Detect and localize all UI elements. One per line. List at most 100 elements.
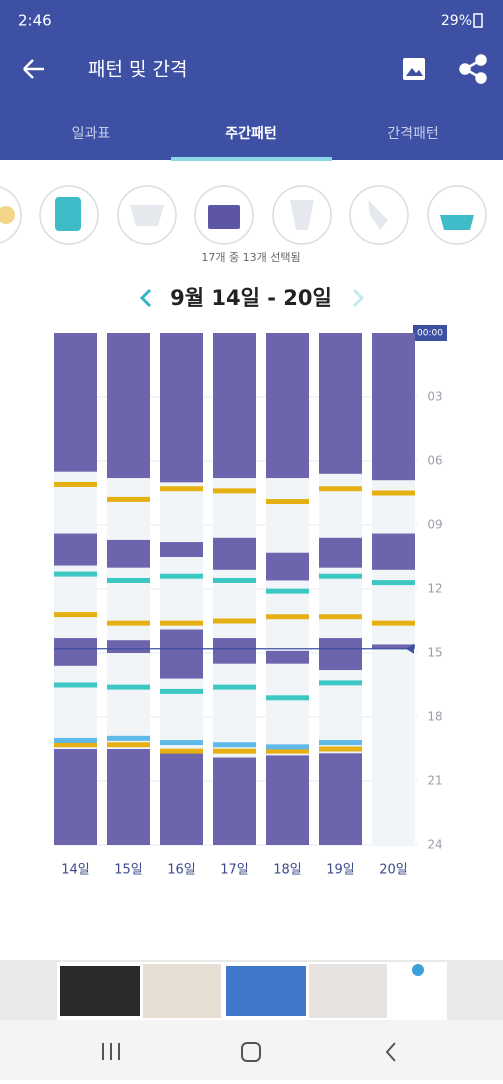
sleep-block [372,533,415,570]
icon-sleep[interactable] [208,205,240,229]
tab[interactable]: 간격패턴 [387,126,439,142]
sleep-block [107,333,150,479]
date-range: 9월 14일 - 20일 [170,286,332,310]
sleep-block [213,537,256,570]
sleep-block [107,749,150,845]
icon-diaper[interactable] [130,205,164,226]
feeding-mark [160,486,203,492]
ad-image [226,966,306,1016]
day-label: 15일 [114,863,143,878]
activity-mark [213,577,256,583]
day-label: 18일 [273,863,302,878]
feeding-mark [160,620,203,626]
y-label: 06 [427,454,442,468]
activity-mark [160,573,203,579]
feeding-mark [107,496,150,502]
icon-pump[interactable] [290,200,314,230]
y-label: 21 [427,774,442,788]
sleep-block [213,638,256,664]
sleep-block [160,753,203,845]
back-button[interactable] [23,59,44,79]
sleep-block [266,552,309,581]
feeding-mark [213,748,256,754]
other-mark [266,744,309,750]
ad-image [309,964,387,1018]
sleep-block [372,644,415,649]
other-mark [160,740,203,746]
nav-recent[interactable] [102,1043,120,1060]
image-button[interactable] [403,58,425,80]
feeding-mark [107,620,150,626]
ad-info[interactable] [412,964,424,976]
day-label: 20일 [379,863,408,878]
battery: 29% [441,13,472,29]
feeding-mark [213,488,256,494]
day-label: 16일 [167,863,196,878]
prev-week[interactable] [139,288,152,308]
feeding-mark [319,486,362,492]
day-label: 17일 [220,863,249,878]
icon-medicine[interactable] [368,200,388,230]
activity-mark [54,682,97,688]
other-mark [54,737,97,743]
y-label: 12 [427,582,442,596]
icon-partial[interactable] [0,206,15,224]
activity-mark [213,684,256,690]
sleep-block [319,753,362,845]
sleep-block [319,333,362,474]
feeding-mark [160,748,203,754]
feeding-mark [54,742,97,748]
nav-bar [0,1020,503,1080]
feeding-mark [266,614,309,620]
activity-mark [319,573,362,579]
ad-image [143,964,221,1018]
category-icons [0,185,487,245]
sleep-block [107,539,150,568]
activity-mark [107,684,150,690]
activity-mark [107,577,150,583]
header-title: 패턴 및 간격 [88,59,187,81]
sleep-block [213,333,256,479]
y-label: 03 [427,390,442,404]
y-label: 18 [427,710,442,724]
nav-home[interactable] [241,1042,261,1062]
tab-indicator [171,157,332,161]
icon-bottle[interactable] [55,197,81,231]
sleep-block [54,638,97,666]
selection-count: 17개 중 13개 선택됨 [201,251,300,264]
activity-mark [319,680,362,686]
next-week[interactable] [352,288,365,308]
tab[interactable]: 일과표 [72,126,111,142]
other-mark [213,742,256,748]
y-label: 00:00 [417,329,443,339]
tab-active[interactable]: 주간패턴 [225,125,277,142]
icon-bath[interactable] [440,215,474,230]
day-label: 14일 [61,863,90,878]
feeding-mark [372,490,415,496]
status-time: 2:46 [18,12,52,30]
y-label: 15 [427,646,442,660]
ad-image [60,966,140,1016]
feeding-mark [319,746,362,752]
y-label: 24 [427,838,442,852]
sleep-block [160,333,203,483]
feeding-mark [266,499,309,505]
feeding-mark [107,742,150,748]
day-label: 19일 [326,863,355,878]
activity-mark [266,588,309,594]
share-button[interactable] [459,54,487,84]
current-time-pointer [406,643,414,654]
other-mark [107,735,150,741]
activity-mark [372,580,415,586]
nav-back[interactable] [385,1042,396,1062]
sleep-block [372,333,415,481]
sleep-block [266,650,309,664]
feeding-mark [372,620,415,626]
sleep-block [107,640,150,653]
activity-mark [160,688,203,694]
sleep-block [266,755,309,845]
feeding-mark [54,612,97,618]
other-mark [319,740,362,746]
sleep-block [54,333,97,472]
sleep-block [160,542,203,557]
